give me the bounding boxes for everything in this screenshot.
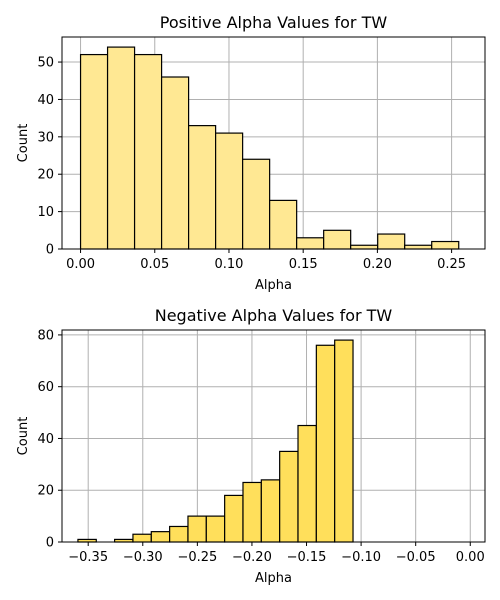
y-tick-label: 30 — [37, 130, 54, 145]
histogram-bar — [297, 424, 317, 543]
histogram-bar — [334, 339, 354, 543]
y-tick-label: 0 — [46, 536, 54, 551]
histogram-bar — [133, 53, 163, 250]
histogram-bar — [169, 525, 189, 543]
x-tick-label: 0.25 — [437, 257, 466, 272]
histogram-bar — [106, 46, 136, 250]
histogram-bar — [224, 494, 244, 543]
histogram-bar — [377, 233, 406, 250]
x-tick-label: −0.35 — [68, 550, 108, 565]
y-tick-label: 10 — [37, 205, 54, 220]
histogram-bar — [215, 132, 244, 250]
histogram-bar — [242, 158, 271, 250]
histogram-bar — [260, 479, 281, 543]
histogram-bar — [269, 199, 298, 250]
x-axis-label: Alpha — [255, 278, 292, 293]
y-tick-label: 50 — [37, 56, 54, 71]
chart-2: −0.35 −0.30 −0.25 −0.20 −0.15 −0.10 −0.05 0.00 0… — [16, 306, 486, 586]
x-tick-label: −0.15 — [287, 550, 327, 565]
histogram-bar — [205, 515, 226, 543]
x-tick-label: 0.20 — [363, 257, 392, 272]
histogram-bar — [160, 76, 190, 250]
histogram-bar — [242, 481, 262, 543]
chart-1: 0.00 0.05 0.10 0.15 0.20 0.25 0 10 20 30 40 50 Posit… — [16, 13, 486, 293]
histogram-bar — [79, 53, 109, 250]
y-tick-label: 20 — [37, 168, 54, 183]
x-tick-label: −0.10 — [341, 550, 381, 565]
histogram-bar — [132, 533, 152, 543]
chart-title: Negative Alpha Values for TW — [155, 306, 393, 325]
histogram-bar — [296, 237, 325, 250]
y-tick-label: 20 — [37, 484, 54, 499]
x-tick-label: 0.15 — [289, 257, 318, 272]
x-tick-label: 0.05 — [140, 257, 169, 272]
chart-title: Positive Alpha Values for TW — [160, 13, 388, 32]
plot-frame — [61, 36, 486, 250]
y-axis-label: Count — [16, 124, 31, 163]
y-tick-label: 0 — [46, 243, 54, 258]
histogram-bar — [431, 240, 460, 250]
y-tick-label: 40 — [37, 432, 54, 447]
histogram-bar — [150, 531, 171, 543]
y-tick-label: 40 — [37, 93, 54, 108]
x-tick-label: −0.25 — [177, 550, 217, 565]
y-tick-label: 60 — [37, 380, 54, 395]
x-tick-label: 0.10 — [214, 257, 243, 272]
histogram-bar — [188, 125, 217, 250]
y-tick-label: 80 — [37, 328, 54, 343]
histogram-bar — [279, 450, 299, 543]
x-tick-label: −0.20 — [232, 550, 272, 565]
y-axis-label: Count — [16, 417, 31, 456]
x-tick-label: 0.00 — [456, 550, 485, 565]
histogram-bar — [315, 344, 336, 543]
histogram-bar — [187, 515, 207, 543]
histogram-bar — [323, 229, 352, 250]
histogram-bar — [350, 244, 379, 250]
plot-frame — [61, 329, 486, 543]
x-tick-label: −0.30 — [123, 550, 163, 565]
x-axis-label: Alpha — [255, 571, 292, 586]
histogram-bar — [404, 244, 433, 250]
x-tick-label: 0.00 — [66, 257, 95, 272]
x-tick-label: −0.05 — [396, 550, 436, 565]
